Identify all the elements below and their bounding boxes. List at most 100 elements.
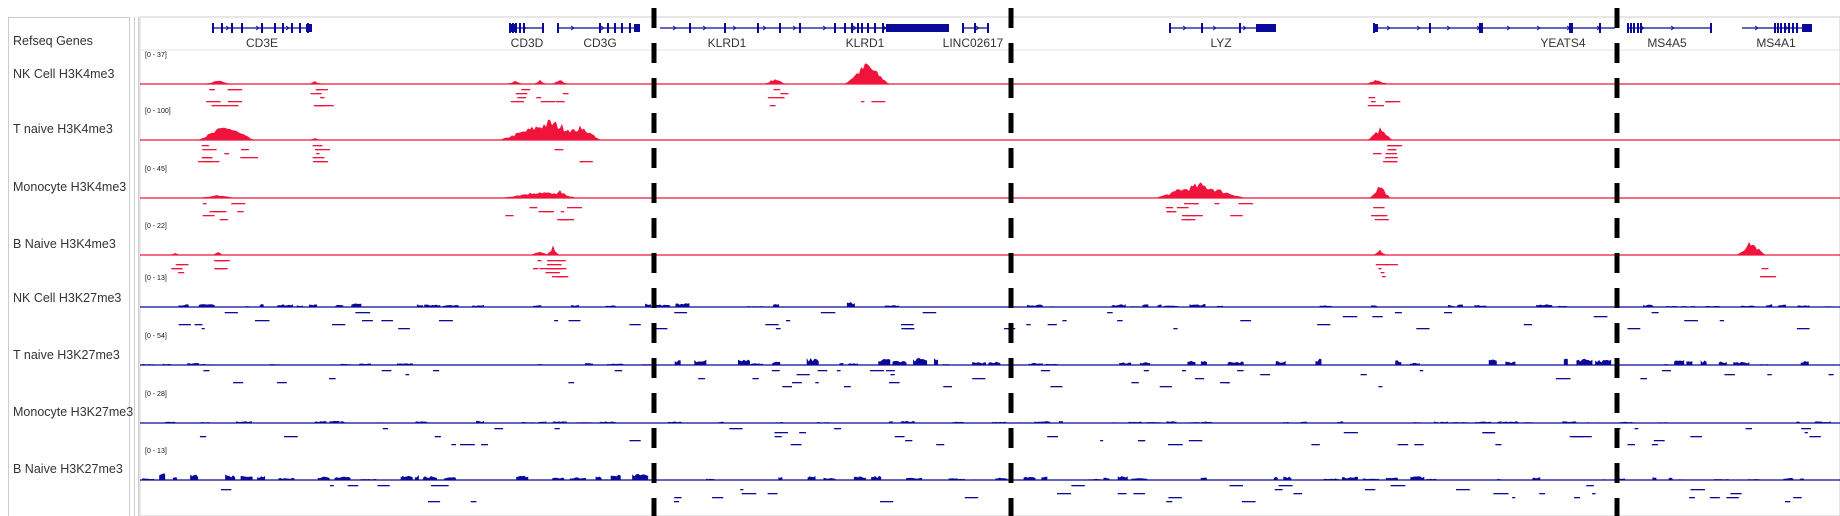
gene-exon <box>1710 23 1712 33</box>
aligned-read <box>1370 101 1376 103</box>
track-label[interactable]: T naive H3K27me3 <box>13 348 120 362</box>
signal-block <box>1131 478 1148 480</box>
track-label[interactable]: Monocyte H3K27me3 <box>13 405 134 419</box>
aligned-read <box>1793 497 1802 499</box>
aligned-read <box>203 370 210 372</box>
aligned-read <box>629 440 641 442</box>
strand-arrow-icon <box>1182 25 1187 31</box>
signal-block <box>1488 359 1497 365</box>
panel-divider[interactable] <box>134 17 139 516</box>
gene-yeats4[interactable]: YEATS4 <box>1373 23 1615 50</box>
gene-exon <box>874 23 876 33</box>
gene-utr-block <box>634 24 640 32</box>
aligned-read <box>674 497 682 499</box>
signal-peak <box>560 125 600 140</box>
aligned-read <box>1372 153 1382 155</box>
signal-block <box>400 475 413 480</box>
gene-cd3g[interactable]: CD3G <box>557 23 640 50</box>
aligned-read <box>1342 316 1358 318</box>
track-label[interactable]: T naive H3K4me3 <box>13 122 113 136</box>
strand-arrow-icon <box>570 25 575 31</box>
gene-cd3e[interactable]: CD3E <box>212 23 312 50</box>
aligned-read <box>1375 264 1385 266</box>
gene-exon <box>231 23 233 33</box>
signal-block <box>1111 304 1126 307</box>
gene-exon <box>1784 23 1786 33</box>
aligned-read <box>213 211 227 213</box>
gene-exon <box>1633 23 1635 33</box>
gene-linc02617[interactable]: LINC02617 <box>943 23 1004 50</box>
gene-ms4a5[interactable]: MS4A5 <box>1627 23 1712 50</box>
aligned-read <box>533 268 539 270</box>
aligned-read <box>313 161 327 163</box>
signal-block <box>607 363 624 365</box>
signal-block <box>1447 305 1454 307</box>
strand-arrow-icon <box>225 25 230 31</box>
aligned-read <box>1383 161 1397 163</box>
signal-block <box>599 421 616 423</box>
track-label[interactable]: NK Cell H3K27me3 <box>13 291 122 305</box>
aligned-read <box>283 436 298 438</box>
aligned-read <box>211 105 227 107</box>
signal-block <box>610 474 621 480</box>
track-label[interactable]: NK Cell H3K4me3 <box>13 67 115 81</box>
aligned-read <box>198 161 212 163</box>
track-label[interactable]: Monocyte H3K4me3 <box>13 180 127 194</box>
gene-cd3d[interactable]: CD3D <box>509 23 544 50</box>
aligned-read <box>202 203 207 205</box>
aligned-read <box>224 312 238 314</box>
aligned-read <box>1183 203 1199 205</box>
signal-block <box>747 306 764 307</box>
signal-block <box>536 364 543 365</box>
track-label-refseq[interactable]: Refseq Genes <box>13 34 93 48</box>
aligned-read <box>381 320 393 322</box>
aligned-read <box>505 215 514 217</box>
gene-lyz[interactable]: LYZ <box>1169 23 1276 50</box>
signal-block <box>1140 362 1151 365</box>
aligned-read <box>1661 370 1671 372</box>
gene-exon <box>1627 23 1629 33</box>
track-label[interactable]: B Naive H3K27me3 <box>13 462 123 476</box>
aligned-read <box>936 444 945 446</box>
aligned-read <box>729 428 743 430</box>
data-range-label: [0 - 28] <box>145 391 167 398</box>
aligned-read <box>900 324 914 326</box>
aligned-read <box>556 276 568 278</box>
gene-exon <box>857 23 859 33</box>
aligned-read <box>1293 493 1303 495</box>
aligned-read <box>314 149 319 151</box>
aligned-read <box>175 264 184 266</box>
aligned-read <box>562 93 569 95</box>
strand-arrow-icon <box>1754 25 1759 31</box>
aligned-read <box>1495 444 1502 446</box>
aligned-read <box>516 101 524 103</box>
aligned-read <box>1140 440 1144 442</box>
aligned-read <box>438 320 453 322</box>
signal-block <box>416 304 423 307</box>
aligned-read <box>361 320 373 322</box>
aligned-read <box>554 428 560 430</box>
signal-block <box>1799 478 1804 480</box>
aligned-read <box>219 219 228 221</box>
signal-block <box>1023 476 1036 480</box>
signal-block <box>296 305 303 307</box>
aligned-read <box>545 272 560 274</box>
signal-block <box>1385 477 1398 480</box>
gene-klrd1[interactable]: KLRD1 <box>840 23 949 50</box>
gene-ms4a1[interactable]: MS4A1 <box>1742 23 1812 50</box>
aligned-read <box>1274 489 1283 491</box>
signal-block <box>569 477 586 480</box>
signal-block <box>1576 358 1593 365</box>
aligned-read <box>1117 493 1122 495</box>
signal-block <box>1058 420 1063 423</box>
aligned-read <box>1828 374 1834 376</box>
gene-exon <box>1429 23 1431 33</box>
signal-block <box>277 304 294 307</box>
strand-arrow-icon <box>1476 25 1481 31</box>
signal-peak <box>534 79 546 84</box>
signal-block <box>1797 305 1810 307</box>
aligned-read <box>1131 382 1139 384</box>
track-label[interactable]: B Naive H3K4me3 <box>13 237 116 251</box>
signal-block <box>187 362 200 365</box>
signal-block <box>244 306 249 307</box>
